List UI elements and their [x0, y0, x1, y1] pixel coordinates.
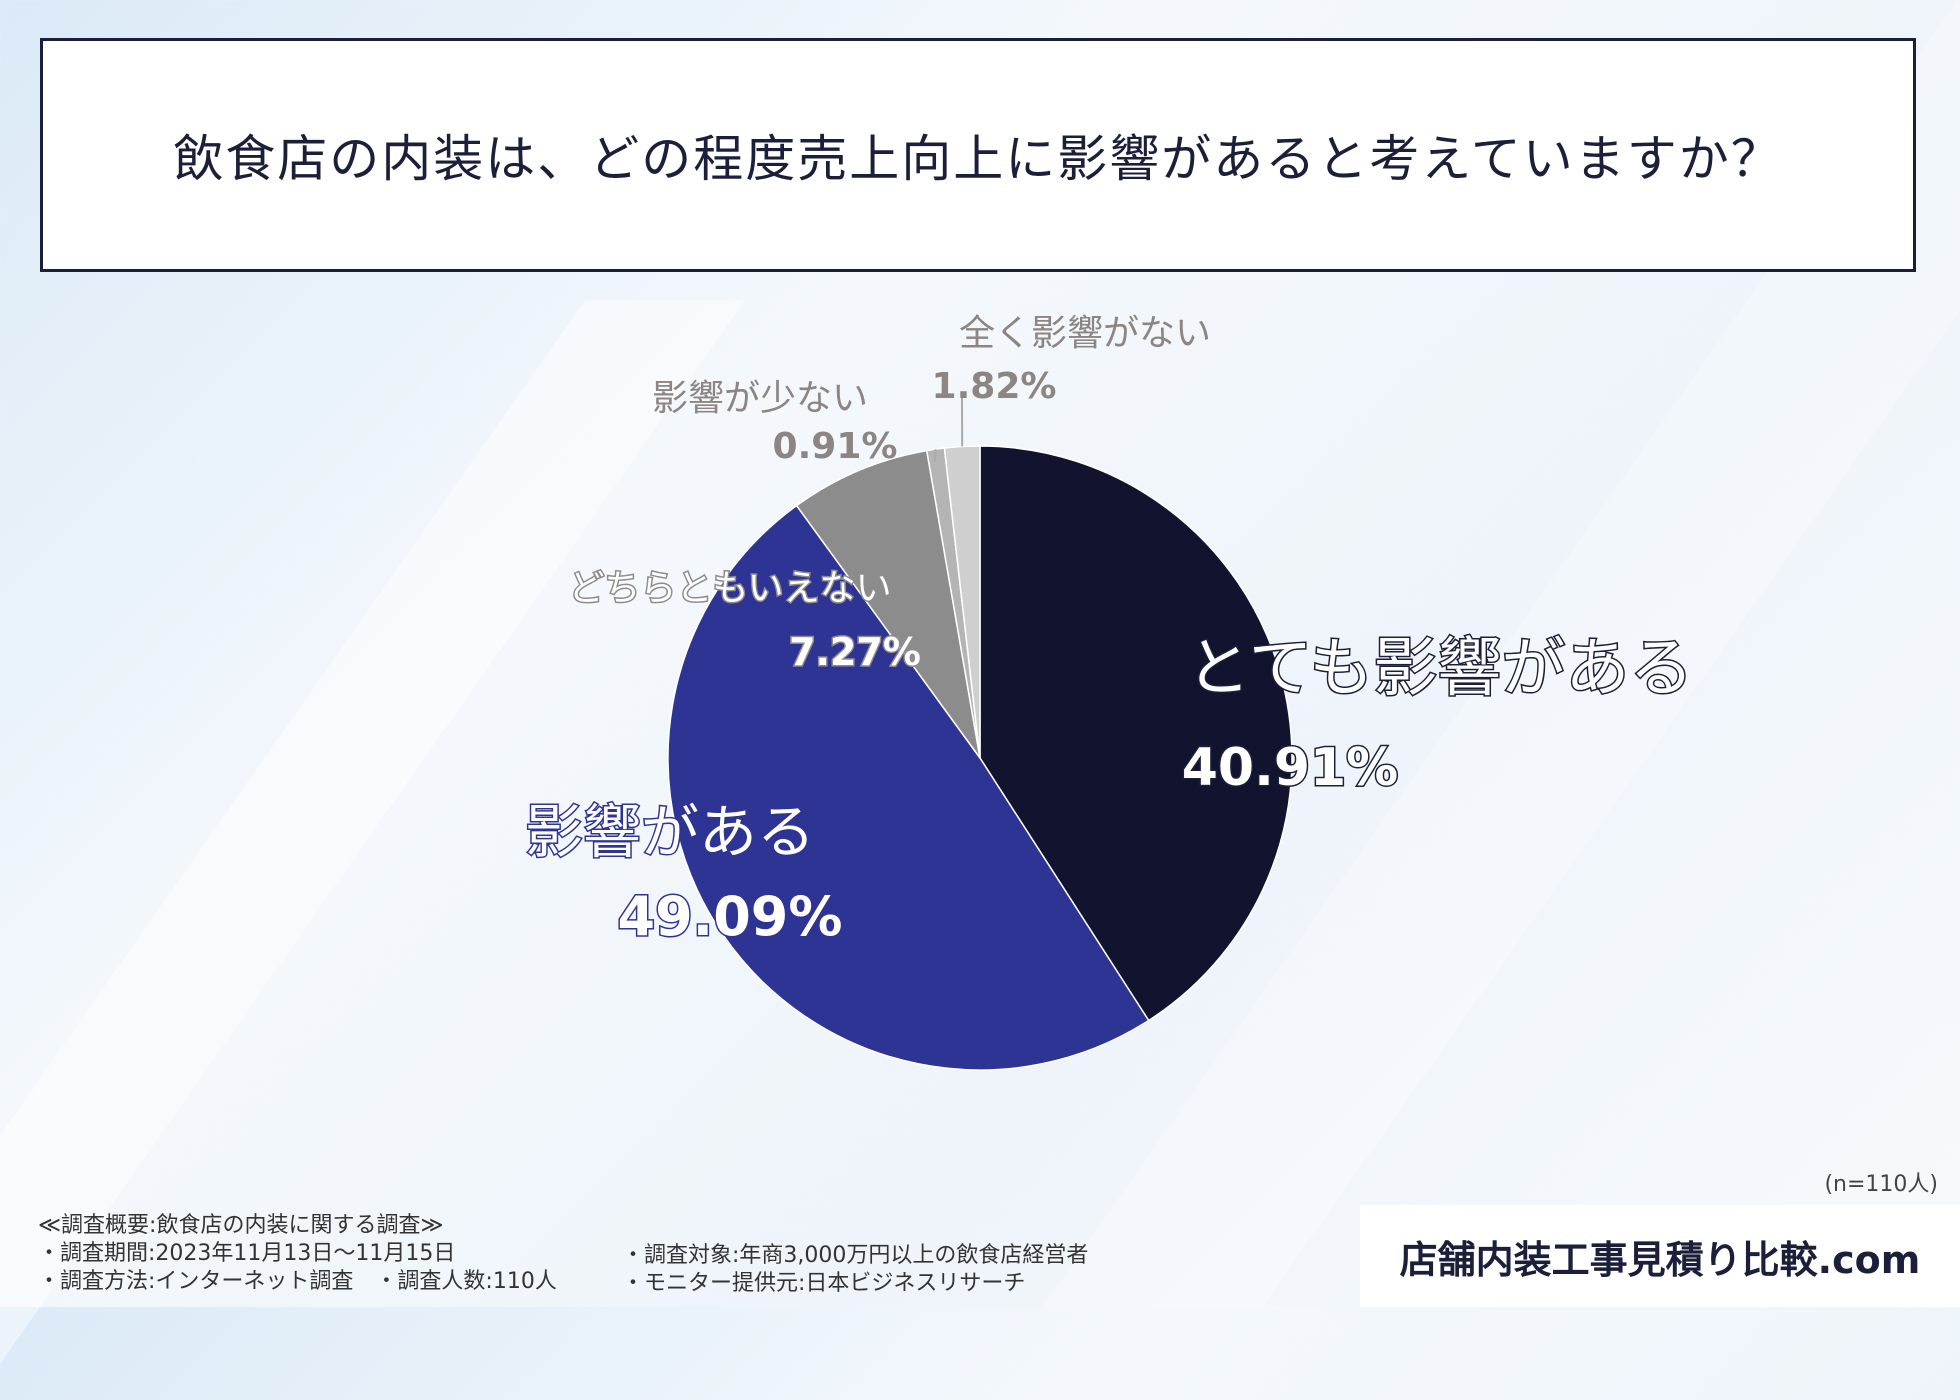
survey-target: ・調査対象:年商3,000万円以上の飲食店経営者	[622, 1242, 1088, 1270]
leader-line	[935, 449, 936, 462]
slice-value-label: 49.09%	[618, 885, 843, 948]
slice-value-label: 0.91%	[773, 426, 898, 467]
slice-value-label: 7.27%	[789, 630, 921, 674]
survey-overview: ≪調査概要:飲食店の内装に関する調査≫ ・調査期間:2023年11月13日～11…	[38, 1212, 557, 1296]
survey-period: ・調査期間:2023年11月13日～11月15日	[38, 1240, 557, 1268]
slice-label: どちらともいえない	[568, 568, 891, 609]
brand-logo: 店舗内装工事見積り比較.com	[1360, 1205, 1960, 1307]
slice-label: 影響がある	[525, 798, 815, 866]
sample-size-label: (n=110人)	[1824, 1166, 1938, 1198]
pie-chart: とても影響がある 40.91% 影響がある 49.09% どちらともいえない 7.27% 影…	[0, 0, 1960, 1307]
slice-value-label: 40.91%	[1182, 738, 1399, 798]
slice-label: とても影響がある	[1187, 632, 1694, 706]
survey-provider: ・モニター提供元:日本ビジネスリサーチ	[622, 1270, 1088, 1298]
slice-label: 全く影響がない	[959, 313, 1211, 354]
brand-name: 店舗内装工事見積り比較.com	[1400, 1229, 1921, 1284]
slice-value-label: 1.82%	[932, 366, 1057, 407]
slice-label: 影響が少ない	[652, 378, 868, 419]
survey-heading: ≪調査概要:飲食店の内装に関する調査≫	[38, 1212, 557, 1240]
survey-method: ・調査方法:インターネット調査 ・調査人数:110人	[38, 1268, 557, 1296]
survey-overview-col2: ・調査対象:年商3,000万円以上の飲食店経営者 ・モニター提供元:日本ビジネス…	[622, 1242, 1088, 1298]
